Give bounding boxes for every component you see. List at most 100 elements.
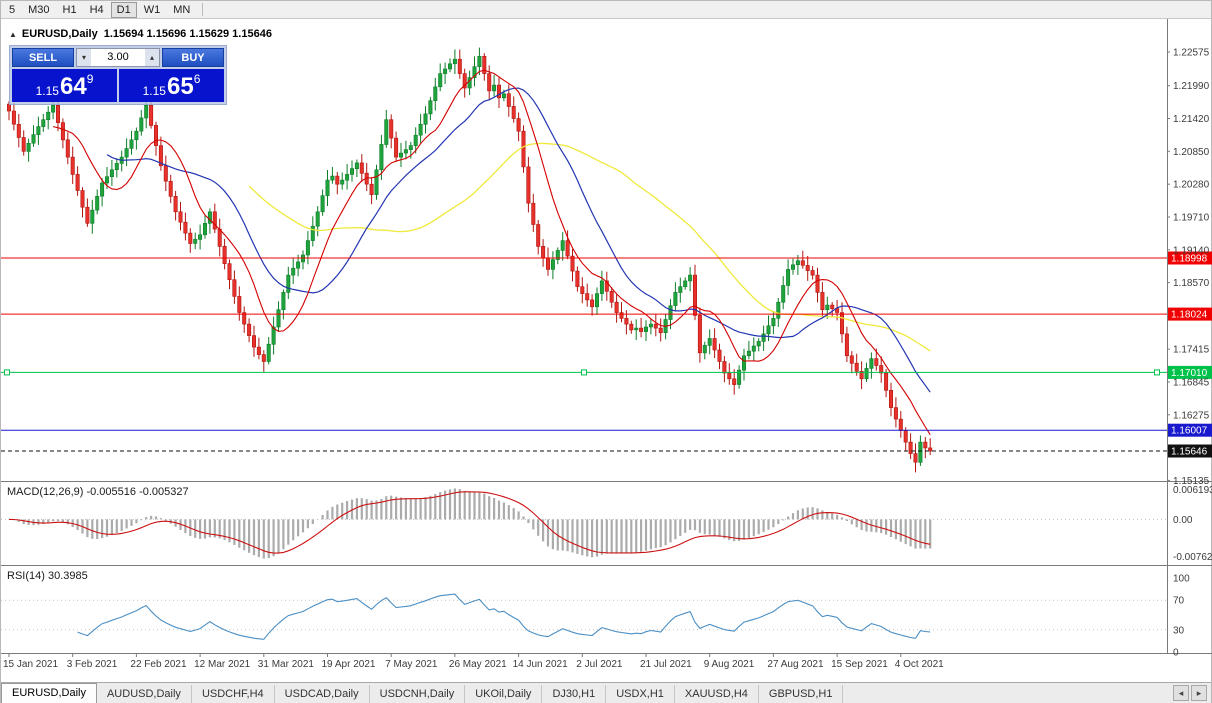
level-line-1.18998[interactable]: 1.18998 [1,251,1212,265]
price-tag [1168,307,1212,321]
time-axis-label: 19 Apr 2021 [322,659,376,670]
ma-fast-red-line [52,69,931,435]
price-axis-label: 1.18570 [1173,278,1210,289]
price-tag-label: 1.17010 [1171,368,1208,379]
price-tag [1168,444,1212,458]
time-axis-label: 9 Aug 2021 [704,659,755,670]
chart-tab-usdcad[interactable]: USDCAD,Daily [275,685,370,703]
time-axis: 15 Jan 2021 3 Feb 2021 22 Feb 2021 12 Mar 2… [3,653,944,670]
price-axis-label: 1.21990 [1173,81,1210,92]
price-axis-label: 1.16275 [1173,410,1210,421]
one-click-trading-panel: SELL ▾ 3.00 ▴ BUY 1.15 64 9 1.15 65 6 [9,45,227,105]
chart-tab-eurusd[interactable]: EURUSD,Daily [1,683,97,703]
rsi-pane-title: RSI(14) 30.3985 [7,570,88,582]
timeframe-toolbar: 5 M30 H1 H4 D1 W1 MN [1,1,1211,19]
time-axis-label: 7 May 2021 [385,659,438,670]
chart-tab-gbpusd[interactable]: GBPUSD,H1 [759,685,844,703]
price-tag-label: 1.18024 [1171,310,1208,321]
timeframe-button-5[interactable]: 5 [3,2,21,18]
ma-slow-yellow-line [248,142,931,352]
chart-tab-usdx[interactable]: USDX,H1 [606,685,675,703]
ma-mid-blue-line [106,87,931,393]
chart-tabs-bar: EURUSD,Daily AUDUSD,Daily USDCHF,H4 USDCAD,… [1,682,1211,703]
chart-tab-xauusd[interactable]: XAUUSD,H4 [675,685,759,703]
time-axis-label: 3 Feb 2021 [67,659,118,670]
chart-area[interactable]: 1.18998 1.18024 1.17010 1.16007 1.15646 1.225… [1,19,1212,682]
time-axis-label: 14 Jun 2021 [513,659,568,670]
chart-tab-usdcnh[interactable]: USDCNH,Daily [370,685,466,703]
time-axis-label: 21 Jul 2021 [640,659,692,670]
time-axis-label: 12 Mar 2021 [194,659,251,670]
timeframe-button-h1[interactable]: H1 [57,2,83,18]
chart-tabs-group: EURUSD,Daily AUDUSD,Daily USDCHF,H4 USDCAD,… [1,683,1169,703]
price-axis-label: 1.20280 [1173,180,1210,191]
rsi-axis-label: 70 [1173,596,1185,607]
tab-scroll-left-icon[interactable]: ◂ [1173,685,1189,701]
level-lines[interactable]: 1.18998 1.18024 1.17010 1.16007 1.15646 [1,251,1212,458]
candles-layer [7,47,933,473]
tab-scroll-right-icon[interactable]: ▸ [1191,685,1207,701]
chart-tab-ukoil[interactable]: UKOil,Daily [465,685,543,703]
chart-tab-audusd[interactable]: AUDUSD,Daily [97,685,192,703]
price-axis-label: 1.21420 [1173,114,1210,125]
lot-size-stepper[interactable]: ▾ 3.00 ▴ [76,48,160,67]
timeframe-button-w1[interactable]: W1 [138,2,167,18]
buy-price-big: 65 [166,73,194,100]
price-tag [1168,423,1212,437]
sell-price-sup: 9 [86,72,94,86]
timeframe-button-mn[interactable]: MN [167,2,196,18]
time-axis-label: 15 Jan 2021 [3,659,58,670]
chart-ohlc-values: 1.15694 1.15696 1.15629 1.15646 [103,28,272,40]
lot-size-value[interactable]: 3.00 [107,51,129,63]
lot-decrease-button[interactable]: ▾ [77,49,91,66]
timeframe-button-m30[interactable]: M30 [22,2,55,18]
price-tag-label: 1.16007 [1171,426,1208,437]
price-tag-label: 1.15646 [1171,447,1208,458]
macd-histogram [12,488,932,559]
level-drag-handle[interactable] [581,369,587,376]
macd-axis-label: 0.006193 [1173,485,1212,496]
collapse-panel-arrow-icon[interactable]: ▲ [9,30,17,39]
sell-button[interactable]: SELL [12,48,74,67]
price-tag [1168,365,1212,379]
price-tag [1168,251,1212,265]
rsi-line [77,593,931,640]
level-drag-handle[interactable] [1154,369,1160,376]
time-axis-label: 26 May 2021 [449,659,507,670]
toolbar-divider [202,3,204,16]
rsi-axis-label: 0 [1173,648,1179,659]
price-axis-label: 1.17415 [1173,345,1210,356]
buy-price-display[interactable]: 1.15 65 6 [119,69,224,102]
chart-tab-dj30[interactable]: DJ30,H1 [542,685,607,703]
price-axis-label: 1.20850 [1173,147,1210,158]
level-line-1.17010[interactable]: 1.17010 [1,365,1212,379]
macd-signal-line [8,491,931,554]
timeframe-button-d1[interactable]: D1 [110,1,137,18]
chart-symbol-label: EURUSD,Daily [21,28,98,40]
chart-tab-usdchf[interactable]: USDCHF,H4 [192,685,275,703]
level-line-1.18024[interactable]: 1.18024 [1,307,1212,321]
level-drag-handle[interactable] [4,369,10,376]
timeframe-button-h4[interactable]: H4 [84,2,110,18]
timeframe-buttons-group: 5 M30 H1 H4 D1 W1 MN [3,1,196,18]
price-axis-label: 1.15135 [1173,476,1210,487]
price-axis-label: 1.19140 [1173,245,1210,256]
macd-axis-label: 0.00 [1173,515,1193,526]
price-chart[interactable]: 1.189981.180241.170101.160071.156461.225… [1,19,1212,682]
buy-button[interactable]: BUY [162,48,224,67]
time-axis-label: 31 Mar 2021 [258,659,315,670]
tab-scroll-controls: ◂ ▸ [1169,685,1211,703]
lot-increase-button[interactable]: ▴ [145,49,159,66]
level-line-1.16007[interactable]: 1.16007 [1,423,1212,437]
price-axis-label: 1.16845 [1173,378,1210,389]
time-axis-label: 2 Jul 2021 [576,659,623,670]
buy-price-prefix: 1.15 [142,84,166,98]
level-line-1.15646[interactable]: 1.15646 [1,444,1212,458]
axes-layer: 1.22575 1.21990 1.21420 1.20850 1.20280 1.197… [1,19,1212,659]
rsi-axis-label: 30 [1173,625,1185,636]
sell-price-big: 64 [59,73,87,100]
sell-price-display[interactable]: 1.15 64 9 [12,69,117,102]
sell-price-prefix: 1.15 [35,84,59,98]
